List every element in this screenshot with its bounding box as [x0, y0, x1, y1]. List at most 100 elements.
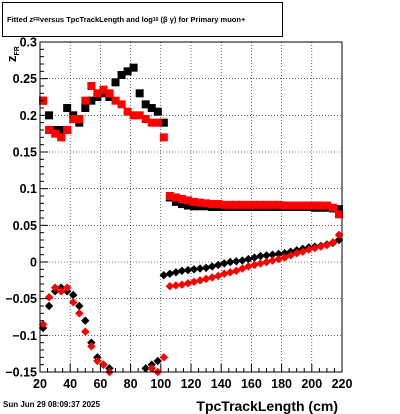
data-point: [316, 201, 325, 210]
data-point: [153, 356, 162, 366]
y-tick-label: 0.05: [13, 219, 37, 233]
data-point: [81, 104, 90, 112]
data-point: [183, 201, 192, 210]
x-axis-label: TpcTrackLength (cm): [196, 398, 338, 414]
x-tick-label: 180: [271, 377, 292, 391]
data-point: [202, 199, 211, 208]
x-tick-label: 120: [181, 377, 202, 391]
series-3: [38, 230, 344, 377]
data-point: [177, 200, 186, 209]
data-point: [328, 203, 337, 212]
data-point: [93, 89, 102, 98]
data-point: [298, 201, 307, 210]
data-point: [322, 201, 331, 210]
data-point: [69, 115, 78, 123]
data-point: [232, 200, 241, 209]
data-point: [256, 251, 265, 261]
data-point: [201, 263, 211, 273]
data-point: [190, 202, 199, 211]
title-middle: versus TpcTrackLength and log: [39, 15, 153, 24]
data-point: [135, 111, 144, 120]
data-point: [292, 249, 301, 258]
data-point: [171, 268, 181, 277]
data-point: [244, 254, 253, 264]
data-point: [81, 96, 90, 105]
data-point: [57, 133, 66, 142]
data-point: [177, 266, 187, 275]
data-point: [214, 200, 223, 209]
data-point: [159, 271, 169, 280]
data-point: [189, 277, 199, 286]
data-point: [213, 260, 223, 270]
data-series: [38, 63, 344, 377]
data-point: [220, 259, 229, 268]
data-point: [189, 265, 199, 274]
data-point: [334, 230, 344, 240]
data-point: [328, 238, 338, 247]
data-point: [262, 251, 271, 260]
x-tick-label: 40: [63, 377, 77, 391]
y-axis-label: zFR: [4, 46, 21, 62]
axis-ticks: [39, 41, 343, 373]
data-point: [141, 100, 150, 109]
data-point: [165, 192, 174, 200]
data-point: [153, 118, 162, 127]
data-point: [232, 257, 241, 266]
data-point: [280, 201, 289, 210]
data-point: [298, 247, 307, 256]
x-tick-label: 60: [93, 377, 107, 391]
data-point: [147, 118, 156, 127]
data-point: [262, 257, 271, 267]
data-point: [45, 126, 54, 134]
title-sub-fr: FR: [33, 16, 40, 23]
data-point: [190, 197, 199, 206]
y-tick-label: 0.2: [20, 109, 37, 123]
data-point: [123, 107, 132, 116]
x-tick-label: 80: [124, 377, 138, 391]
data-point: [44, 301, 54, 311]
data-point: [159, 133, 168, 142]
data-point: [238, 264, 247, 273]
x-tick-label: 100: [150, 377, 171, 391]
data-point: [183, 279, 193, 288]
data-point: [208, 200, 217, 209]
data-point: [123, 67, 132, 76]
data-point: [56, 287, 66, 296]
data-point: [220, 200, 229, 209]
title-sub-10: 10: [152, 16, 159, 23]
y-tick-label: 0.15: [13, 146, 37, 160]
data-point: [250, 253, 259, 262]
data-point: [334, 210, 343, 219]
data-point: [44, 293, 54, 302]
data-point: [63, 126, 72, 134]
data-point: [268, 256, 277, 265]
data-point: [274, 254, 283, 264]
tick-labels: 20 40 60 80 100 120 140 160 180 200 220 −0.15 −0.1 −0…: [5, 36, 352, 392]
data-point: [226, 200, 235, 209]
data-point: [117, 71, 126, 79]
x-tick-label: 200: [301, 377, 322, 391]
data-point: [87, 96, 96, 105]
data-point: [75, 115, 84, 123]
data-point: [38, 320, 48, 329]
data-point: [171, 193, 180, 202]
data-point: [238, 200, 247, 209]
data-point: [99, 360, 108, 369]
data-point: [256, 259, 265, 268]
data-point: [207, 262, 217, 271]
data-point: [69, 298, 78, 307]
data-point: [292, 201, 301, 210]
data-point: [274, 249, 283, 259]
y-tick-label: 0.3: [20, 36, 37, 50]
data-point: [268, 250, 277, 259]
data-point: [159, 353, 169, 362]
data-point: [177, 280, 187, 289]
data-point: [141, 115, 150, 123]
data-point: [244, 262, 253, 271]
y-tick-label: −0.1: [12, 329, 37, 343]
data-point: [51, 129, 60, 138]
data-point: [183, 196, 192, 205]
y-tick-label: 0.25: [13, 72, 37, 86]
data-point: [129, 111, 138, 120]
x-tick-label: 20: [33, 377, 47, 391]
